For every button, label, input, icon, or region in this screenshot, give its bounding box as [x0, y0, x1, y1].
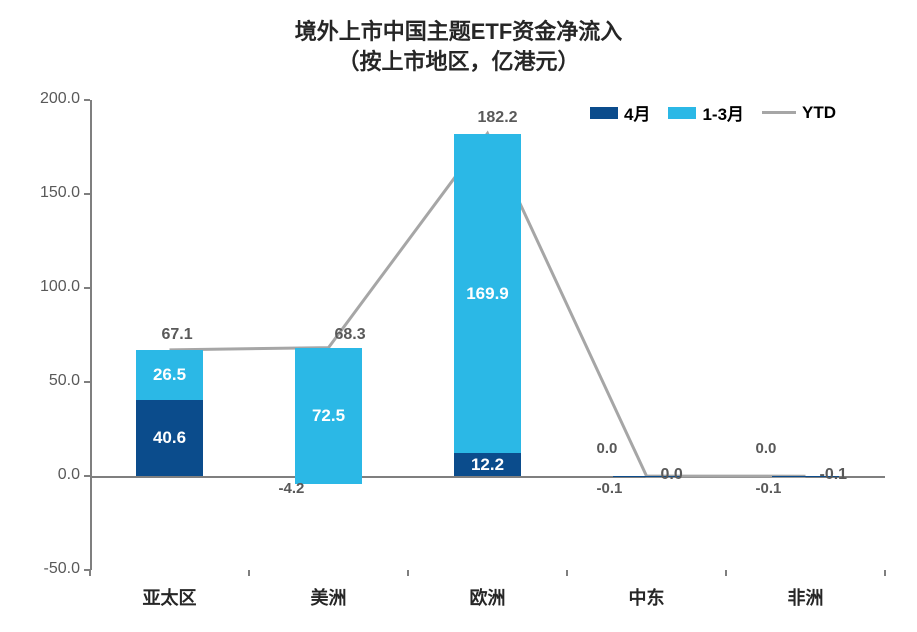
x-tick: [407, 570, 409, 576]
ytd-value-label: 182.2: [478, 109, 518, 127]
y-tick: [84, 381, 90, 383]
category-label: 欧洲: [408, 584, 567, 610]
bar-value-label: 12.2: [454, 455, 521, 475]
category-label: 美洲: [249, 584, 408, 610]
bar-april: 12.2: [454, 453, 521, 476]
x-tick: [566, 570, 568, 576]
plot-area: -50.00.050.0100.0150.0200.0亚太区美洲欧洲中东非洲40…: [90, 100, 885, 570]
category-label: 亚太区: [90, 584, 249, 610]
category-label: 非洲: [726, 584, 885, 610]
x-tick: [248, 570, 250, 576]
ytd-value-label: -0.1: [820, 466, 848, 484]
y-tick: [84, 475, 90, 477]
y-tick-label: 100.0: [10, 278, 80, 296]
etf-flow-chart: 境外上市中国主题ETF资金净流入 （按上市地区，亿港元） 4月1-3月YTD -…: [0, 0, 917, 632]
y-tick-label: -50.0: [10, 560, 80, 578]
chart-title-line2: （按上市地区，亿港元）: [0, 44, 917, 76]
y-tick-label: 150.0: [10, 184, 80, 202]
bar-value-label: 169.9: [454, 284, 521, 304]
x-tick: [89, 570, 91, 576]
bar-april: 40.6: [136, 400, 203, 476]
ytd-value-label: 0.0: [661, 466, 683, 484]
bar-janmar: 72.5: [295, 348, 362, 484]
bar-value-label: 0.0: [756, 440, 777, 457]
y-tick-label: 0.0: [10, 466, 80, 484]
y-tick-label: 50.0: [10, 372, 80, 390]
category-label: 中东: [567, 584, 726, 610]
bar-value-label: -0.1: [597, 480, 623, 497]
x-tick: [725, 570, 727, 576]
bar-value-label: -4.2: [279, 480, 305, 497]
bar-value-label: 72.5: [295, 406, 362, 426]
y-tick: [84, 99, 90, 101]
bar-value-label: 40.6: [136, 428, 203, 448]
ytd-value-label: 67.1: [162, 326, 193, 344]
bar-janmar: 26.5: [136, 350, 203, 400]
y-tick: [84, 287, 90, 289]
bar-janmar: 169.9: [454, 134, 521, 453]
y-tick: [84, 193, 90, 195]
x-tick: [884, 570, 886, 576]
bar-value-label: 26.5: [136, 365, 203, 385]
y-tick-label: 200.0: [10, 90, 80, 108]
chart-title-line1: 境外上市中国主题ETF资金净流入: [0, 14, 917, 46]
bar-value-label: 0.0: [597, 440, 618, 457]
ytd-value-label: 68.3: [335, 326, 366, 344]
bar-value-label: -0.1: [756, 480, 782, 497]
